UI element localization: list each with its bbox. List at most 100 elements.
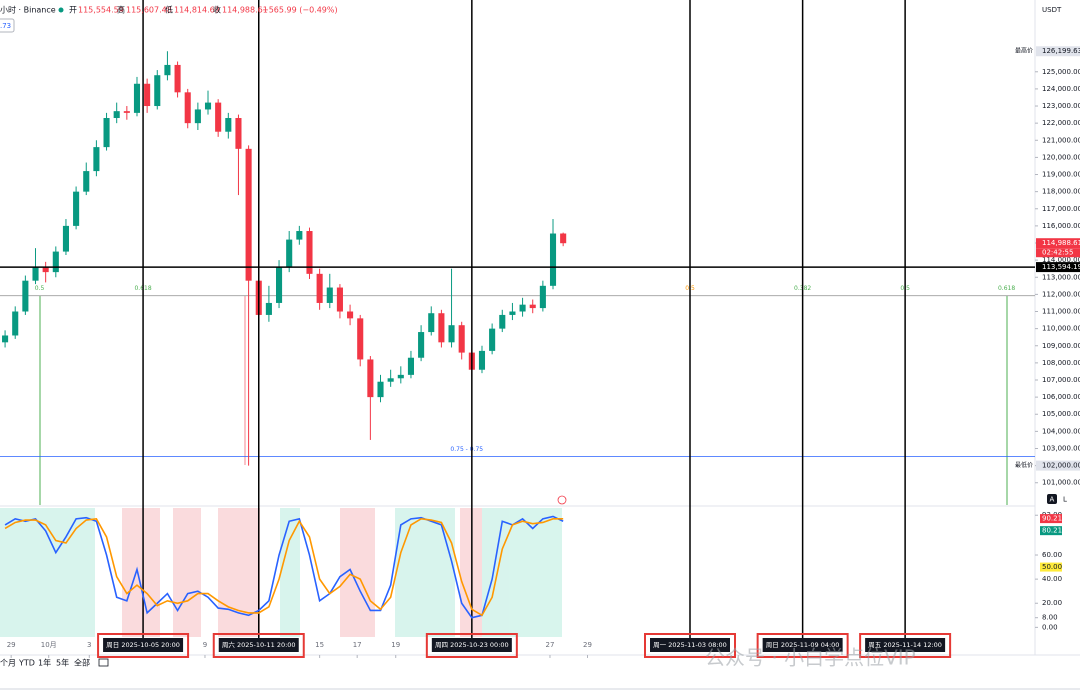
y-tick-label: 122,000.00 (1042, 119, 1080, 127)
badge[interactable]: .73 (0, 22, 11, 30)
y-tick-label: 118,000.00 (1042, 188, 1080, 196)
y-tick-label: 106,000.00 (1042, 393, 1080, 401)
y-tick-label: 123,000.00 (1042, 102, 1080, 110)
candle-body (194, 109, 201, 124)
candle-body (204, 102, 212, 110)
value-marker: 50.00 (1042, 563, 1062, 571)
candle-body (42, 266, 49, 273)
y-tick-label: 60.00 (1042, 551, 1062, 559)
highlight-box (859, 633, 952, 658)
fib-label: 0.5 (35, 285, 45, 292)
candle-body (93, 147, 100, 172)
y-tick-label: 125,000.00 (1042, 68, 1080, 76)
value-marker-box (1040, 526, 1062, 536)
highlight-box (756, 633, 849, 658)
x-tick-label: 17 (353, 641, 362, 649)
date-label-box (103, 638, 184, 652)
price-marker: 102,000.00 (1042, 462, 1080, 470)
open-value: 115,554.59 (78, 6, 124, 15)
band (122, 508, 160, 637)
date-label: 周一 2025-11-03 08:00 (653, 641, 727, 649)
price-marker-box (1036, 262, 1080, 273)
y-tick-label: 117,000.00 (1042, 205, 1080, 213)
candle-body (499, 314, 506, 329)
highlight-box (644, 633, 736, 658)
candle-body (326, 287, 333, 303)
candle-body (560, 233, 567, 244)
candle-body (549, 233, 557, 286)
price-marker-name: 最高价 (1015, 47, 1033, 55)
candle-body (265, 302, 272, 315)
y-tick-label: 20.00 (1042, 599, 1062, 607)
range-button[interactable]: 1年 (38, 658, 51, 668)
date-label-box (650, 638, 730, 652)
candle-body (286, 239, 293, 267)
y-tick-label: 0.00 (1042, 623, 1058, 631)
badge-box[interactable] (0, 18, 15, 33)
y-tick-label: 105,000.00 (1042, 410, 1080, 418)
open-label: 开 (69, 6, 77, 15)
y-tick-label: 101,000.00 (1042, 479, 1080, 487)
close-value: 114,988.61 (222, 6, 268, 15)
alert-icon[interactable] (557, 495, 567, 505)
pane-button-box[interactable] (1047, 494, 1057, 504)
status-dot (58, 7, 64, 13)
candle-body (529, 304, 536, 309)
y-tick-label: 8.00 (1042, 614, 1058, 622)
candle-body (113, 111, 120, 119)
candle-body (2, 335, 9, 343)
date-label-box (218, 638, 299, 652)
indicator-line (4, 517, 564, 617)
candle-body (133, 83, 141, 113)
value-marker: 80.21 (1042, 527, 1062, 535)
pane-button[interactable]: L (1063, 496, 1067, 504)
candle-body (367, 359, 374, 398)
candle-body (225, 118, 232, 132)
price-marker: 126,199.63 (1042, 47, 1080, 55)
y-tick-label: 108,000.00 (1042, 359, 1080, 367)
candle-body (235, 118, 242, 149)
candle-body (316, 273, 323, 303)
countdown-box (1036, 248, 1080, 258)
watermark: 公众号 · 小白学点位VIP (705, 646, 916, 670)
pane-button[interactable]: A (1050, 496, 1055, 504)
date-label: 周日 2025-11-09 04:00 (766, 641, 840, 649)
candle-body (387, 378, 394, 382)
band (460, 508, 482, 637)
candle-body (407, 357, 414, 375)
change: −565.99 (−0.49%) (262, 6, 338, 15)
y-tick-label: 110,000.00 (1042, 325, 1080, 333)
low-label: 低 (165, 5, 173, 15)
x-tick-label: 29 (7, 641, 16, 649)
price-marker-box (1036, 460, 1080, 471)
range-button[interactable]: YTD (18, 659, 35, 668)
band (173, 508, 201, 637)
fib-label: 0.618 (998, 285, 1015, 292)
candle-body (52, 251, 59, 273)
candle-body (448, 325, 455, 343)
x-tick-label: 9 (203, 641, 207, 649)
y-tick-label: 112,000.00 (1042, 290, 1080, 298)
candle-body (296, 231, 303, 240)
candle-body (539, 285, 546, 309)
date-label: 周六 2025-10-11 20:00 (222, 640, 296, 649)
axis-unit: USDT (1042, 6, 1062, 14)
candle-body (12, 311, 19, 336)
price-marker-box (1036, 46, 1080, 57)
candle-body (62, 225, 69, 252)
candle-body (144, 83, 151, 107)
calendar-icon[interactable] (98, 658, 109, 667)
candle-body (357, 318, 364, 360)
y-tick-label: 119,000.00 (1042, 171, 1080, 179)
range-button[interactable]: 全部 (74, 658, 90, 668)
range-button[interactable]: 5年 (56, 658, 69, 668)
candle-body (184, 92, 191, 124)
x-tick-label: 3 (87, 641, 91, 649)
candle-body (154, 75, 161, 107)
y-tick-label: 103,000.00 (1042, 444, 1080, 452)
candle-body (377, 381, 384, 398)
band (280, 508, 300, 637)
range-button[interactable]: 个月 (0, 659, 16, 668)
x-tick-label: 19 (391, 641, 400, 649)
candle-body (306, 231, 313, 274)
